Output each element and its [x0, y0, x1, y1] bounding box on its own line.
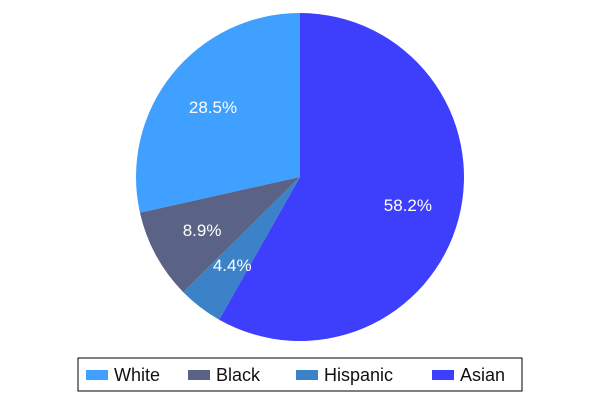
slice-label-asian: 58.2% — [384, 196, 432, 215]
pie-slice-hispanic — [183, 177, 300, 320]
pie-slice-white — [135, 13, 300, 213]
legend-items: White Black Hispanic Asian — [86, 365, 505, 385]
legend: White Black Hispanic Asian — [77, 357, 523, 392]
slice-label-hispanic: 4.4% — [213, 256, 252, 275]
slice-label-black: 8.9% — [183, 221, 222, 240]
legend-swatch-black — [188, 370, 210, 380]
legend-label-asian: Asian — [460, 365, 505, 385]
pie-slice-asian — [219, 13, 465, 342]
slice-label-white: 28.5% — [189, 98, 237, 117]
legend-label-white: White — [114, 365, 160, 385]
legend-label-hispanic: Hispanic — [324, 365, 393, 385]
legend-swatch-asian — [432, 370, 454, 380]
legend-swatch-hispanic — [296, 370, 318, 380]
legend-item-asian: Asian — [432, 365, 505, 385]
legend-swatch-white — [86, 370, 108, 380]
pie-slice-black — [139, 177, 300, 293]
legend-label-black: Black — [216, 365, 261, 385]
legend-item-white: White — [86, 365, 160, 385]
legend-item-hispanic: Hispanic — [296, 365, 393, 385]
legend-item-black: Black — [188, 365, 261, 385]
pie-slices — [135, 13, 465, 342]
pie-slice-labels: 28.5% 8.9% 4.4% 58.2% — [183, 98, 432, 275]
